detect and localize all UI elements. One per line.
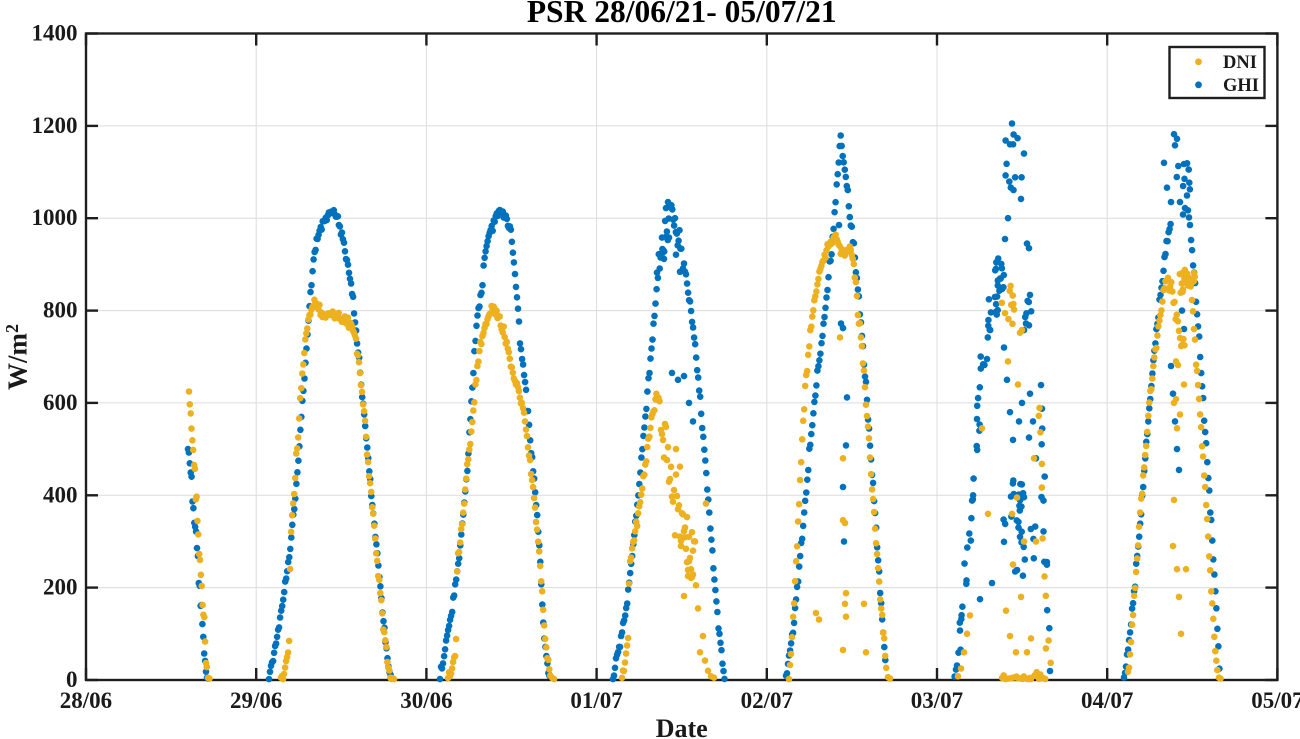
svg-text:1000: 1000 (32, 205, 78, 230)
svg-text:DNI: DNI (1223, 53, 1257, 73)
svg-text:200: 200 (43, 575, 78, 600)
svg-text:Date: Date (656, 714, 708, 739)
svg-text:W/m2: W/m2 (2, 324, 33, 390)
svg-text:28/06: 28/06 (60, 688, 112, 713)
svg-text:04/07: 04/07 (1081, 688, 1133, 713)
svg-text:600: 600 (43, 390, 78, 415)
svg-text:GHI: GHI (1223, 76, 1259, 96)
svg-text:30/06: 30/06 (400, 688, 452, 713)
svg-text:1400: 1400 (32, 21, 78, 46)
svg-text:05/07: 05/07 (1251, 688, 1300, 713)
svg-text:400: 400 (43, 482, 78, 507)
svg-text:03/07: 03/07 (911, 688, 963, 713)
svg-text:29/06: 29/06 (230, 688, 282, 713)
svg-text:1200: 1200 (32, 113, 78, 138)
svg-text:0: 0 (66, 667, 78, 692)
svg-text:PSR 28/06/21- 05/07/21: PSR 28/06/21- 05/07/21 (527, 0, 837, 29)
svg-text:01/07: 01/07 (570, 688, 622, 713)
svg-text:02/07: 02/07 (741, 688, 793, 713)
svg-text:800: 800 (43, 298, 78, 323)
